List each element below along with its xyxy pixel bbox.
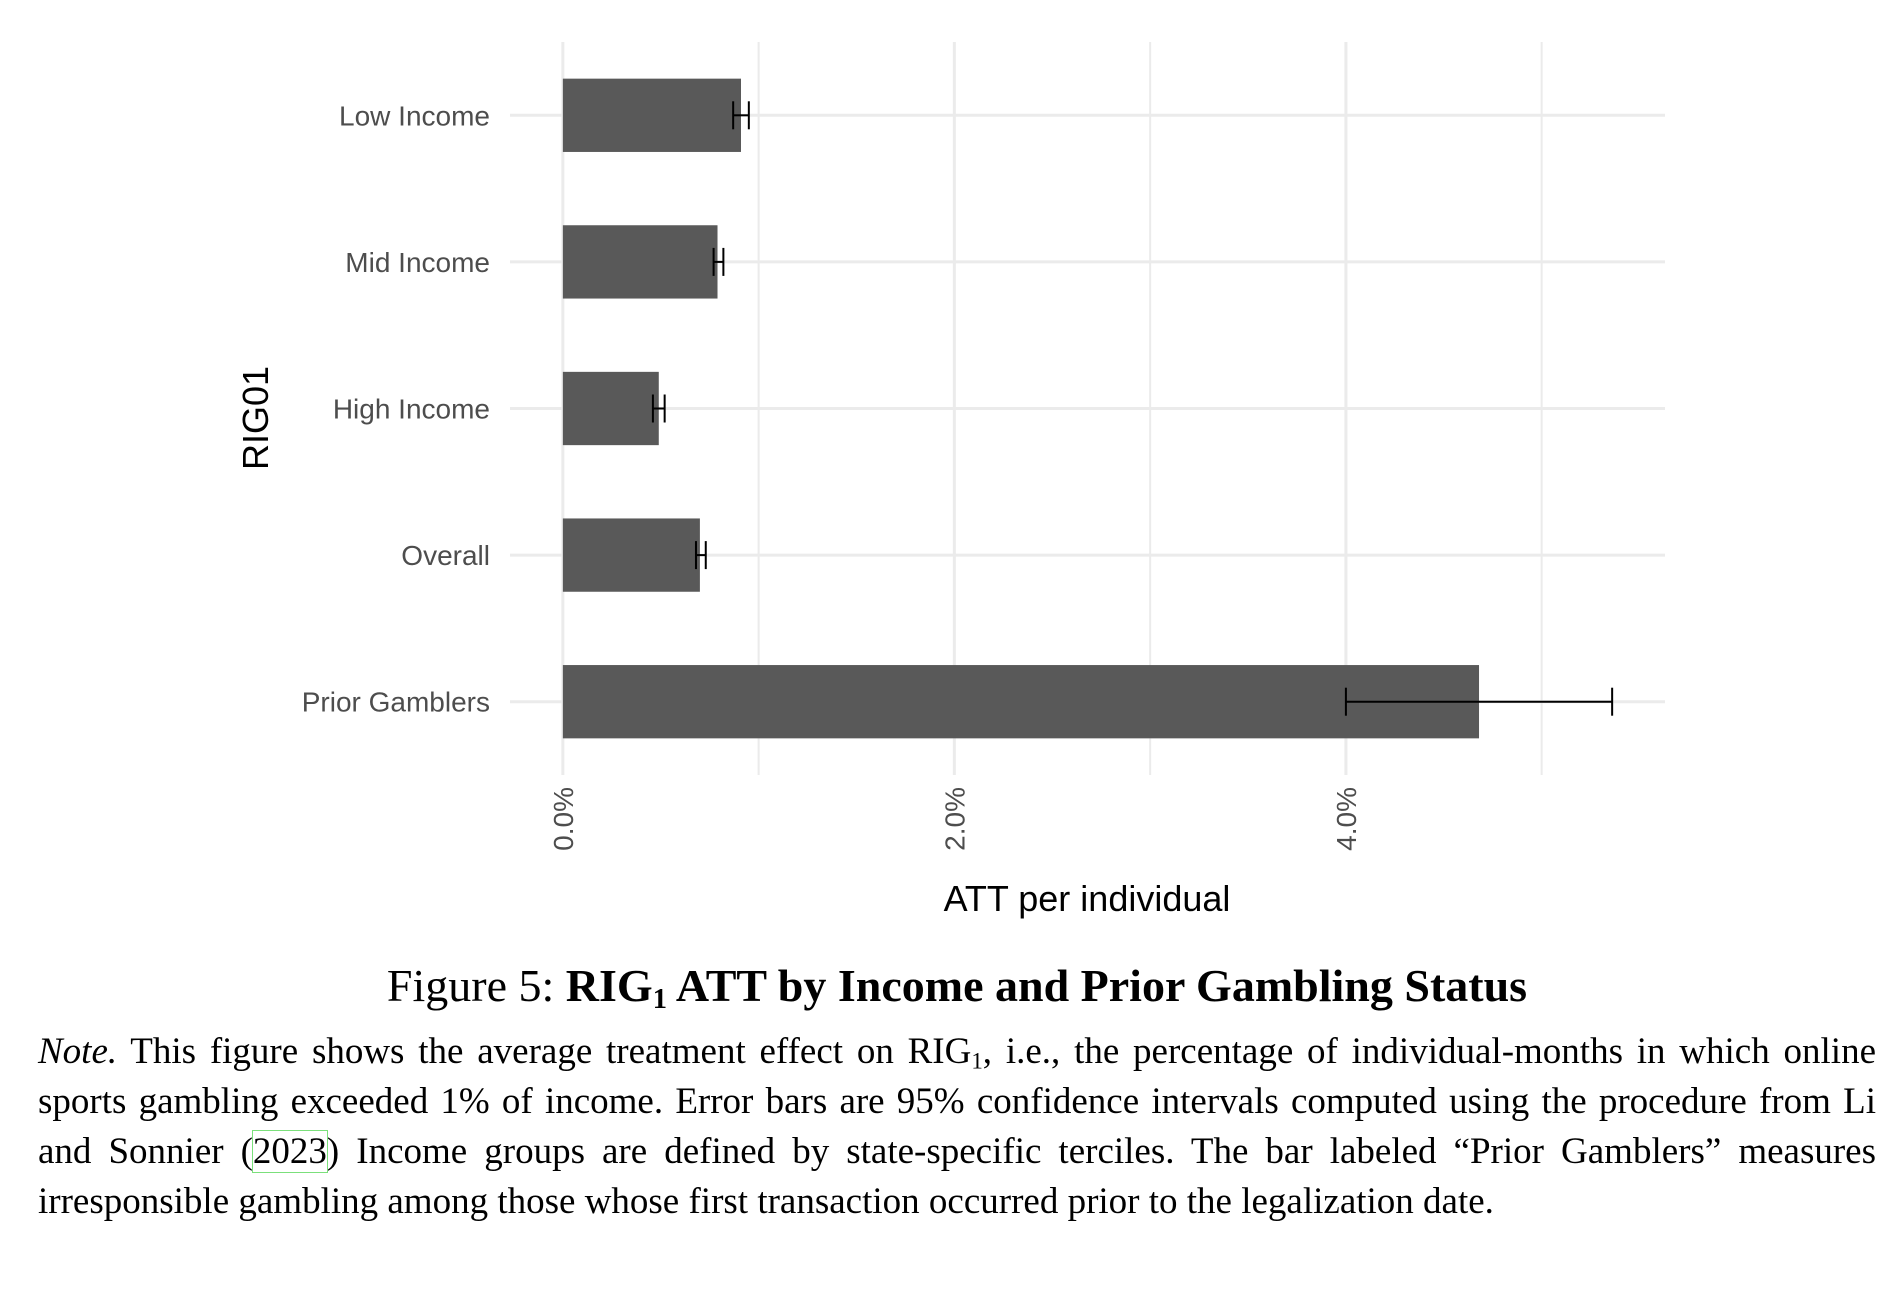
bar (562, 225, 718, 299)
bar (562, 518, 700, 592)
figure-note: Note. This figure shows the average trea… (38, 1027, 1876, 1227)
y-tick-label: Prior Gamblers (302, 687, 490, 718)
y-tick-label: Low Income (339, 100, 490, 131)
note-label: Note. (38, 1030, 118, 1072)
figure-label: Figure 5: (386, 960, 555, 1011)
title-subscript: 1 (652, 984, 667, 1016)
error-bars (651, 101, 1614, 716)
figure-title: Figure 5: RIG1 ATT by Income and Prior G… (38, 960, 1876, 1014)
citation-link[interactable]: 2023 (251, 1129, 328, 1173)
y-tick-label: High Income (333, 394, 490, 425)
x-tick-labels: 0.0% 2.0% 4.0% (548, 787, 1362, 851)
x-tick-label: 0.0% (548, 787, 579, 851)
bar (562, 665, 1480, 739)
bar-chart: Low Income Mid Income High Income Overall Pr… (235, 42, 1665, 919)
note-text-3: ) Income groups are defined by state-spe… (38, 1130, 1876, 1222)
bar (562, 78, 741, 152)
figure-title-text: RIG1 ATT by Income and Prior Gambling St… (565, 960, 1528, 1014)
x-axis-title: ATT per individual (944, 878, 1231, 919)
bar (562, 371, 659, 446)
title-rest: ATT by Income and Prior Gambling Status (666, 960, 1528, 1011)
figure-caption: Figure 5: RIG1 ATT by Income and Prior G… (38, 960, 1876, 1227)
y-tick-label: Overall (401, 540, 490, 571)
x-tick-label: 4.0% (1331, 787, 1362, 851)
bars (562, 78, 1480, 739)
note-subscript: 1 (971, 1048, 983, 1074)
x-tick-label: 2.0% (939, 787, 970, 851)
y-axis-title: RIG01 (235, 366, 276, 470)
note-text-2: , i.e., the percentage of individual-mon… (38, 1030, 1876, 1172)
y-tick-labels: Low Income Mid Income High Income Overall Pr… (302, 100, 490, 717)
y-tick-label: Mid Income (345, 247, 490, 278)
title-rig: RIG (565, 960, 653, 1011)
note-text-1: This figure shows the average treatment … (117, 1030, 972, 1072)
